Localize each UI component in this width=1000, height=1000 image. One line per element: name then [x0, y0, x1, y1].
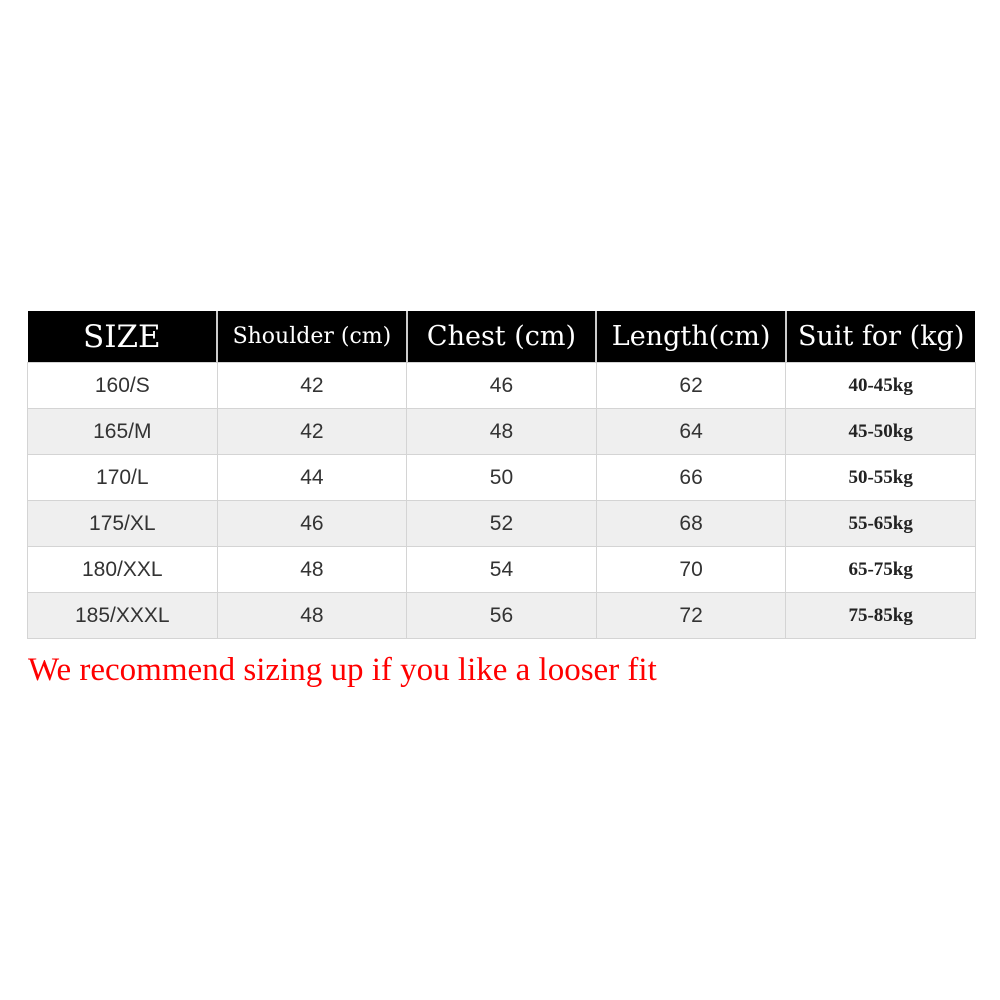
shoulder-cell: 48 [216, 546, 408, 593]
table-row: 160/S 42 46 62 40-45kg [27, 362, 976, 409]
length-cell: 66 [595, 454, 787, 501]
shoulder-cell: 44 [216, 454, 408, 501]
chest-cell: 46 [406, 362, 597, 409]
table-row: 165/M 42 48 64 45-50kg [27, 408, 976, 455]
header-row: SIZE Shoulder (cm) Chest (cm) Length(cm)… [27, 311, 976, 363]
chest-cell: 56 [406, 592, 597, 639]
length-cell: 70 [595, 546, 787, 593]
size-cell: 185/XXXL [27, 592, 218, 639]
chest-cell: 52 [406, 500, 597, 547]
weight-cell: 45-50kg [785, 408, 976, 455]
table-row: 170/L 44 50 66 50-55kg [27, 454, 976, 501]
weight-cell: 55-65kg [785, 500, 976, 547]
chest-cell: 54 [406, 546, 597, 593]
shoulder-cell: 48 [216, 592, 408, 639]
header-length: Length(cm) [595, 311, 786, 363]
length-cell: 72 [595, 592, 787, 639]
size-cell: 170/L [27, 454, 218, 501]
header-chest: Chest (cm) [405, 311, 597, 363]
length-cell: 62 [595, 362, 787, 409]
size-cell: 180/XXL [27, 546, 218, 593]
length-cell: 64 [595, 408, 787, 455]
shoulder-cell: 46 [216, 500, 408, 547]
size-cell: 175/XL [27, 500, 218, 547]
table-row: 185/XXXL 48 56 72 75-85kg [27, 592, 976, 639]
table-row: 175/XL 46 52 68 55-65kg [27, 500, 976, 547]
table-row: 180/XXL 48 54 70 65-75kg [27, 546, 976, 593]
header-shoulder: Shoulder (cm) [216, 311, 407, 363]
weight-cell: 50-55kg [785, 454, 976, 501]
size-chart-table: SIZE Shoulder (cm) Chest (cm) Length(cm)… [27, 311, 976, 639]
weight-cell: 75-85kg [785, 592, 976, 639]
header-size: SIZE [27, 311, 218, 363]
length-cell: 68 [595, 500, 787, 547]
chest-cell: 50 [406, 454, 597, 501]
shoulder-cell: 42 [216, 408, 408, 455]
fit-recommendation-note: We recommend sizing up if you like a loo… [28, 652, 657, 688]
shoulder-cell: 42 [216, 362, 408, 409]
header-suit-for: Suit for (kg) [784, 311, 976, 363]
chest-cell: 48 [406, 408, 597, 455]
size-cell: 165/M [27, 408, 218, 455]
weight-cell: 40-45kg [785, 362, 976, 409]
weight-cell: 65-75kg [785, 546, 976, 593]
size-cell: 160/S [27, 362, 218, 409]
